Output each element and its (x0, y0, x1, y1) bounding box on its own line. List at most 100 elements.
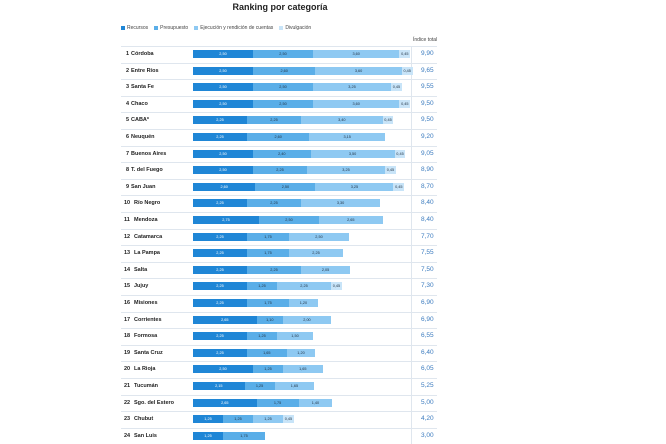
row-total: 6,90 (421, 315, 434, 323)
bar-segment: 1,25 (193, 431, 223, 440)
stacked-bar: 2,25 2,60 3,15 (193, 133, 385, 141)
bar-segment: 2,65 (319, 216, 383, 224)
row-separator (121, 112, 437, 114)
bar-segment: 1,25 (247, 332, 277, 341)
bar-segment: 2,50 (193, 83, 253, 92)
row-rank: 7 (126, 150, 130, 157)
row-rank: 5 (126, 117, 130, 124)
row-province: Santa Fe (131, 84, 154, 91)
row-separator (121, 195, 437, 197)
bar-segment: 1,75 (223, 431, 265, 440)
row-province: Buenos Aires (131, 150, 167, 157)
row-total: 6,40 (421, 348, 434, 356)
stacked-bar: 2,25 1,65 1,20 (193, 348, 316, 357)
bar-segment: 3,15 (309, 133, 385, 141)
bar-segment: 1,40 (298, 398, 333, 407)
row-separator (121, 129, 437, 130)
bar-segment: 2,50 (193, 365, 253, 374)
bar-segment: 1,25 (247, 282, 277, 291)
bar-segment: 2,50 (259, 216, 319, 224)
row-total: 9,65 (421, 66, 434, 74)
row-province: Chaco (131, 100, 148, 107)
row-total: 8,90 (421, 166, 434, 174)
chart-title: Ranking por categoría (232, 2, 328, 12)
row-province: Catamarca (134, 233, 163, 240)
bar-segment: 2,25 (193, 299, 247, 307)
row-rank: 17 (124, 316, 131, 323)
row-rank: 21 (124, 383, 131, 389)
table-row: 16 Misiones 2,25 1,75 1,20 6,90 (0, 298, 666, 308)
stacked-bar: 2,60 2,50 3,25 0,45 (193, 182, 405, 191)
bar-segment: 1,10 (256, 315, 283, 324)
row-rank: 4 (126, 100, 130, 107)
table-row: 15 Jujuy 2,25 1,25 2,25 0,45 7,30 (0, 281, 666, 291)
stacked-bar: 1,25 1,75 (193, 431, 265, 440)
bar-segment: 3,60 (313, 50, 400, 58)
row-province: Tucumán (134, 383, 159, 389)
bar-segment: 2,25 (193, 332, 247, 341)
table-row: 11 Mendoza 2,75 2,50 2,65 8,40 (0, 215, 666, 225)
stacked-bar: 2,50 2,60 3,60 0,45 (193, 66, 413, 75)
bar-segment: 2,50 (193, 50, 253, 58)
bar-segment: 0,45 (401, 66, 413, 75)
table-row: 6 Neuquén 2,25 2,60 3,15 9,20 (0, 132, 666, 142)
bar-segment: 2,75 (193, 216, 259, 224)
row-total: 7,55 (421, 249, 434, 257)
bar-segment: 2,50 (253, 83, 313, 92)
table-row: 18 Formosa 2,25 1,25 1,50 6,55 (0, 331, 666, 341)
row-separator (121, 311, 437, 313)
row-total: 7,30 (421, 282, 434, 290)
row-separator (121, 394, 437, 396)
total-column-divider (411, 46, 412, 444)
row-total: 6,55 (421, 332, 434, 340)
row-total: 5,25 (421, 382, 434, 389)
row-province: Misiones (134, 300, 158, 306)
table-row: 8 T. del Fuego 2,50 2,25 3,25 0,45 8,90 (0, 165, 666, 175)
bar-segment: 0,45 (382, 116, 394, 125)
stacked-bar: 2,25 2,25 3,40 0,45 (193, 116, 394, 125)
stacked-bar: 2,50 2,50 3,25 0,45 (193, 83, 402, 92)
row-separator (121, 278, 437, 280)
legend-item-divulgacion: Divulgación (279, 25, 311, 31)
bar-segment: 2,25 (277, 282, 331, 291)
bar-segment: 3,25 (315, 182, 394, 191)
bar-segment: 1,25 (253, 415, 283, 424)
bar-segment: 2,60 (193, 182, 256, 191)
bar-segment: 0,45 (399, 99, 411, 108)
legend-item-ejecucion: Ejecución y rendición de cuentas (194, 25, 273, 31)
row-rank: 3 (126, 84, 130, 91)
row-rank: 13 (124, 250, 131, 257)
table-row: 2 Entre Ríos 2,50 2,60 3,60 0,45 9,65 (0, 66, 666, 76)
row-separator (121, 145, 437, 147)
index-total-header: Índice total (413, 37, 438, 43)
row-rank: 2 (126, 67, 130, 74)
stacked-bar: 2,25 2,25 2,05 (193, 265, 351, 274)
bar-segment: 0,45 (391, 83, 402, 92)
row-rank: 8 (126, 167, 130, 174)
bar-segment: 2,15 (193, 382, 245, 390)
row-province: Corrientes (134, 316, 162, 323)
row-province: Entre Ríos (131, 67, 159, 74)
row-separator (121, 261, 437, 263)
row-province: Río Negro (134, 200, 161, 207)
bar-segment: 2,50 (253, 50, 313, 58)
bar-segment: 2,25 (193, 199, 247, 208)
table-row: 22 Sgo. del Estero 2,65 1,75 1,40 5,00 (0, 398, 666, 408)
table-row: 3 Santa Fe 2,50 2,50 3,25 0,45 9,55 (0, 82, 666, 92)
bar-segment: 2,25 (289, 249, 343, 258)
row-separator (121, 95, 437, 97)
bar-segment: 0,45 (385, 166, 396, 175)
row-rank: 22 (124, 399, 131, 406)
row-rank: 18 (124, 333, 131, 340)
row-separator (121, 295, 437, 296)
row-rank: 24 (124, 432, 131, 439)
row-province: La Rioja (134, 366, 156, 373)
bar-segment: 2,65 (193, 398, 257, 407)
table-row: 4 Chaco 2,50 2,50 3,60 0,45 9,50 (0, 99, 666, 109)
row-total: 8,40 (421, 216, 434, 223)
row-separator (121, 361, 437, 363)
row-province: Jujuy (134, 283, 149, 290)
row-province: Chubut (134, 416, 154, 423)
row-province: Córdoba (131, 51, 154, 57)
row-separator (121, 228, 437, 230)
